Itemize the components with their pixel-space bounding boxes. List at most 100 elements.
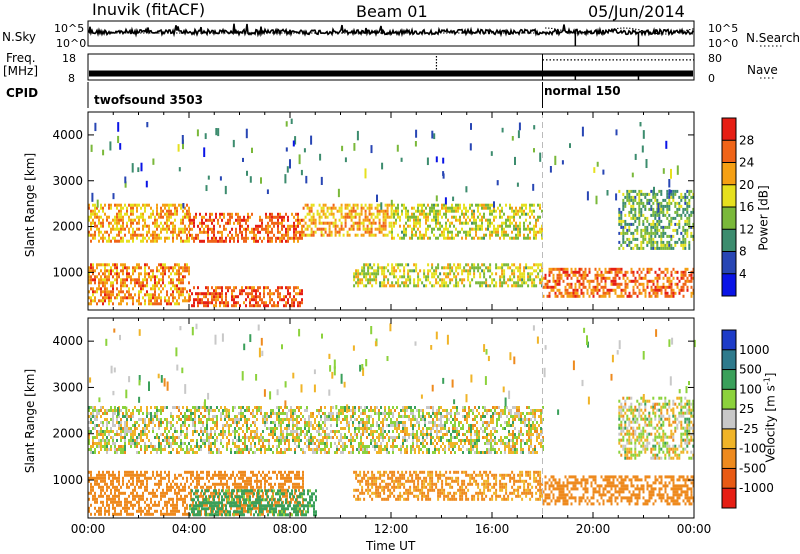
- velocity-cell: [166, 442, 168, 445]
- power-cell: [176, 284, 178, 288]
- power-cell: [648, 231, 651, 235]
- power-cell: [465, 233, 467, 237]
- power-cell: [461, 278, 464, 282]
- power-cell: [566, 273, 569, 277]
- power-cell: [626, 192, 629, 196]
- power-cell: [118, 302, 120, 306]
- power-cell: [211, 239, 213, 243]
- power-cell: [453, 284, 456, 288]
- velocity-cell: [274, 424, 276, 427]
- power-cell: [293, 215, 295, 219]
- power-cell: [102, 206, 104, 210]
- power-cell: [98, 281, 100, 285]
- power-cell: [136, 266, 138, 270]
- power-cell: [662, 270, 665, 274]
- velocity-cell: [360, 433, 362, 436]
- power-cell: [357, 275, 360, 279]
- power-cell: [652, 243, 655, 247]
- power-cell: [132, 269, 134, 273]
- power-cell: [668, 225, 671, 229]
- power-cell: [332, 212, 335, 216]
- velocity-cell: [98, 433, 100, 436]
- power-cell: [425, 221, 427, 225]
- power-cell: [618, 231, 621, 235]
- velocity-cell: [202, 421, 204, 424]
- power-cell: [407, 275, 410, 279]
- velocity-cell: [94, 424, 96, 427]
- power-cell: [225, 286, 227, 290]
- power-cell: [612, 267, 615, 271]
- velocity-cell: [304, 436, 306, 439]
- power-cell: [550, 270, 553, 274]
- power-cell: [690, 273, 693, 277]
- velocity-cell: [238, 448, 240, 451]
- power-cell: [229, 236, 231, 240]
- power-cell: [485, 281, 488, 285]
- power-cell: [570, 291, 573, 295]
- power-cell: [126, 212, 128, 216]
- power-cell: [322, 206, 325, 210]
- power-cell: [640, 210, 643, 214]
- velocity-cell: [352, 445, 354, 448]
- velocity-cell: [210, 430, 212, 433]
- power-cell: [144, 284, 146, 288]
- power-cell: [138, 203, 140, 207]
- power-cell: [507, 224, 509, 228]
- power-cell: [328, 212, 331, 216]
- power-cell: [580, 282, 583, 286]
- velocity-cell: [370, 430, 372, 433]
- power-cell: [376, 206, 379, 210]
- power-cell: [370, 221, 373, 225]
- velocity-cell: [114, 406, 116, 409]
- velocity-cell: [338, 442, 340, 445]
- power-cell: [439, 233, 441, 237]
- power-noise-cell: [96, 199, 99, 208]
- velocity-cell: [298, 436, 300, 439]
- power-cell: [152, 296, 154, 300]
- power-cell: [263, 295, 265, 299]
- power-cell: [382, 221, 385, 225]
- power-cell: [277, 218, 279, 222]
- velocity-cell: [318, 442, 320, 445]
- velocity-cell: [276, 439, 278, 442]
- power-cell: [197, 292, 199, 296]
- power-cell: [92, 236, 94, 240]
- power-cell: [162, 287, 164, 291]
- power-cell: [471, 227, 473, 231]
- power-cell: [330, 206, 333, 210]
- power-cell: [152, 302, 154, 306]
- velocity-cell: [230, 451, 232, 454]
- power-cell: [320, 221, 323, 225]
- power-cell: [168, 275, 170, 279]
- power-cell: [443, 272, 446, 276]
- power-cell: [481, 218, 483, 222]
- power-cell: [138, 221, 140, 225]
- power-cell: [88, 296, 90, 300]
- velocity-cell: [294, 430, 296, 433]
- power-cell: [138, 281, 140, 285]
- velocity-cell: [206, 433, 208, 436]
- power-cell: [584, 273, 587, 277]
- power-cell: [473, 209, 475, 213]
- power-cell: [660, 234, 663, 238]
- power-cell: [104, 230, 106, 234]
- power-noise-cell: [561, 160, 564, 165]
- power-cell: [144, 302, 146, 306]
- power-cell: [277, 227, 279, 231]
- power-cell: [431, 206, 433, 210]
- power-cell: [166, 209, 168, 213]
- velocity-cell: [238, 406, 240, 409]
- velocity-cell: [404, 451, 406, 454]
- power-cell: [632, 222, 635, 226]
- power-cell: [674, 222, 677, 226]
- velocity-cell: [182, 442, 184, 445]
- power-cell: [106, 239, 108, 243]
- power-cell: [225, 227, 227, 231]
- power-cell: [650, 225, 653, 229]
- velocity-cell: [190, 439, 192, 442]
- power-cell: [656, 231, 659, 235]
- power-cell: [501, 266, 504, 270]
- power-cell: [387, 278, 390, 282]
- velocity-cell: [242, 451, 244, 454]
- power-cell: [483, 236, 485, 240]
